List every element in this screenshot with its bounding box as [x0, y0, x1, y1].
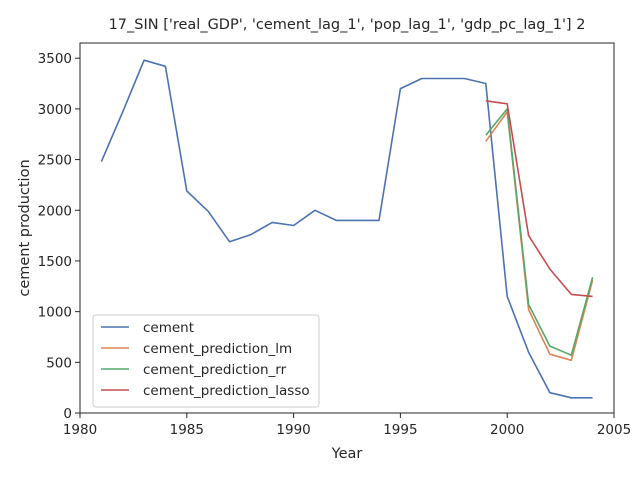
- legend-label-cement: cement: [143, 320, 194, 336]
- y-tick-label: 1000: [38, 305, 72, 321]
- x-axis-ticks: 1980 1985 1990 1995 2000 2005: [63, 413, 631, 438]
- y-axis-ticks: 0 500 1000 1500 2000 2500 3000 3500: [38, 51, 80, 422]
- legend-label-cement_prediction_lm: cement_prediction_lm: [143, 341, 292, 357]
- y-tick-label: 1500: [38, 254, 72, 270]
- y-tick-label: 3000: [38, 102, 72, 118]
- plot-frame: [79, 42, 615, 414]
- series-line-cement_prediction_lasso: [485, 100, 593, 298]
- series-line-cement: [100, 59, 593, 399]
- x-tick-label: 1990: [276, 422, 310, 438]
- legend-label-cement_prediction_rr: cement_prediction_rr: [143, 362, 287, 378]
- y-tick-label: 2500: [38, 153, 72, 169]
- y-tick-label: 2000: [38, 203, 72, 219]
- y-tick-label: 500: [46, 355, 72, 371]
- y-axis-label: cement production: [17, 159, 33, 296]
- x-tick-label: 1980: [63, 422, 97, 438]
- y-tick-label: 0: [63, 406, 72, 422]
- x-axis-label: Year: [331, 446, 363, 462]
- series-line-cement_prediction_lm: [485, 111, 594, 362]
- legend: cement cement_prediction_lm cement_predict…: [92, 314, 320, 408]
- x-tick-label: 2005: [597, 422, 631, 438]
- chart-title: 17_SIN ['real_GDP', 'cement_lag_1', 'pop…: [109, 17, 586, 33]
- x-tick-label: 2000: [490, 422, 524, 438]
- legend-box: [92, 314, 320, 408]
- legend-label-cement_prediction_lasso: cement_prediction_lasso: [143, 383, 310, 399]
- x-tick-label: 1985: [170, 422, 204, 438]
- axes: [79, 42, 615, 414]
- series-line-cement_prediction_rr: [485, 108, 594, 357]
- y-tick-label: 3500: [38, 51, 72, 67]
- x-tick-label: 1995: [383, 422, 417, 438]
- plot-lines: [100, 59, 594, 399]
